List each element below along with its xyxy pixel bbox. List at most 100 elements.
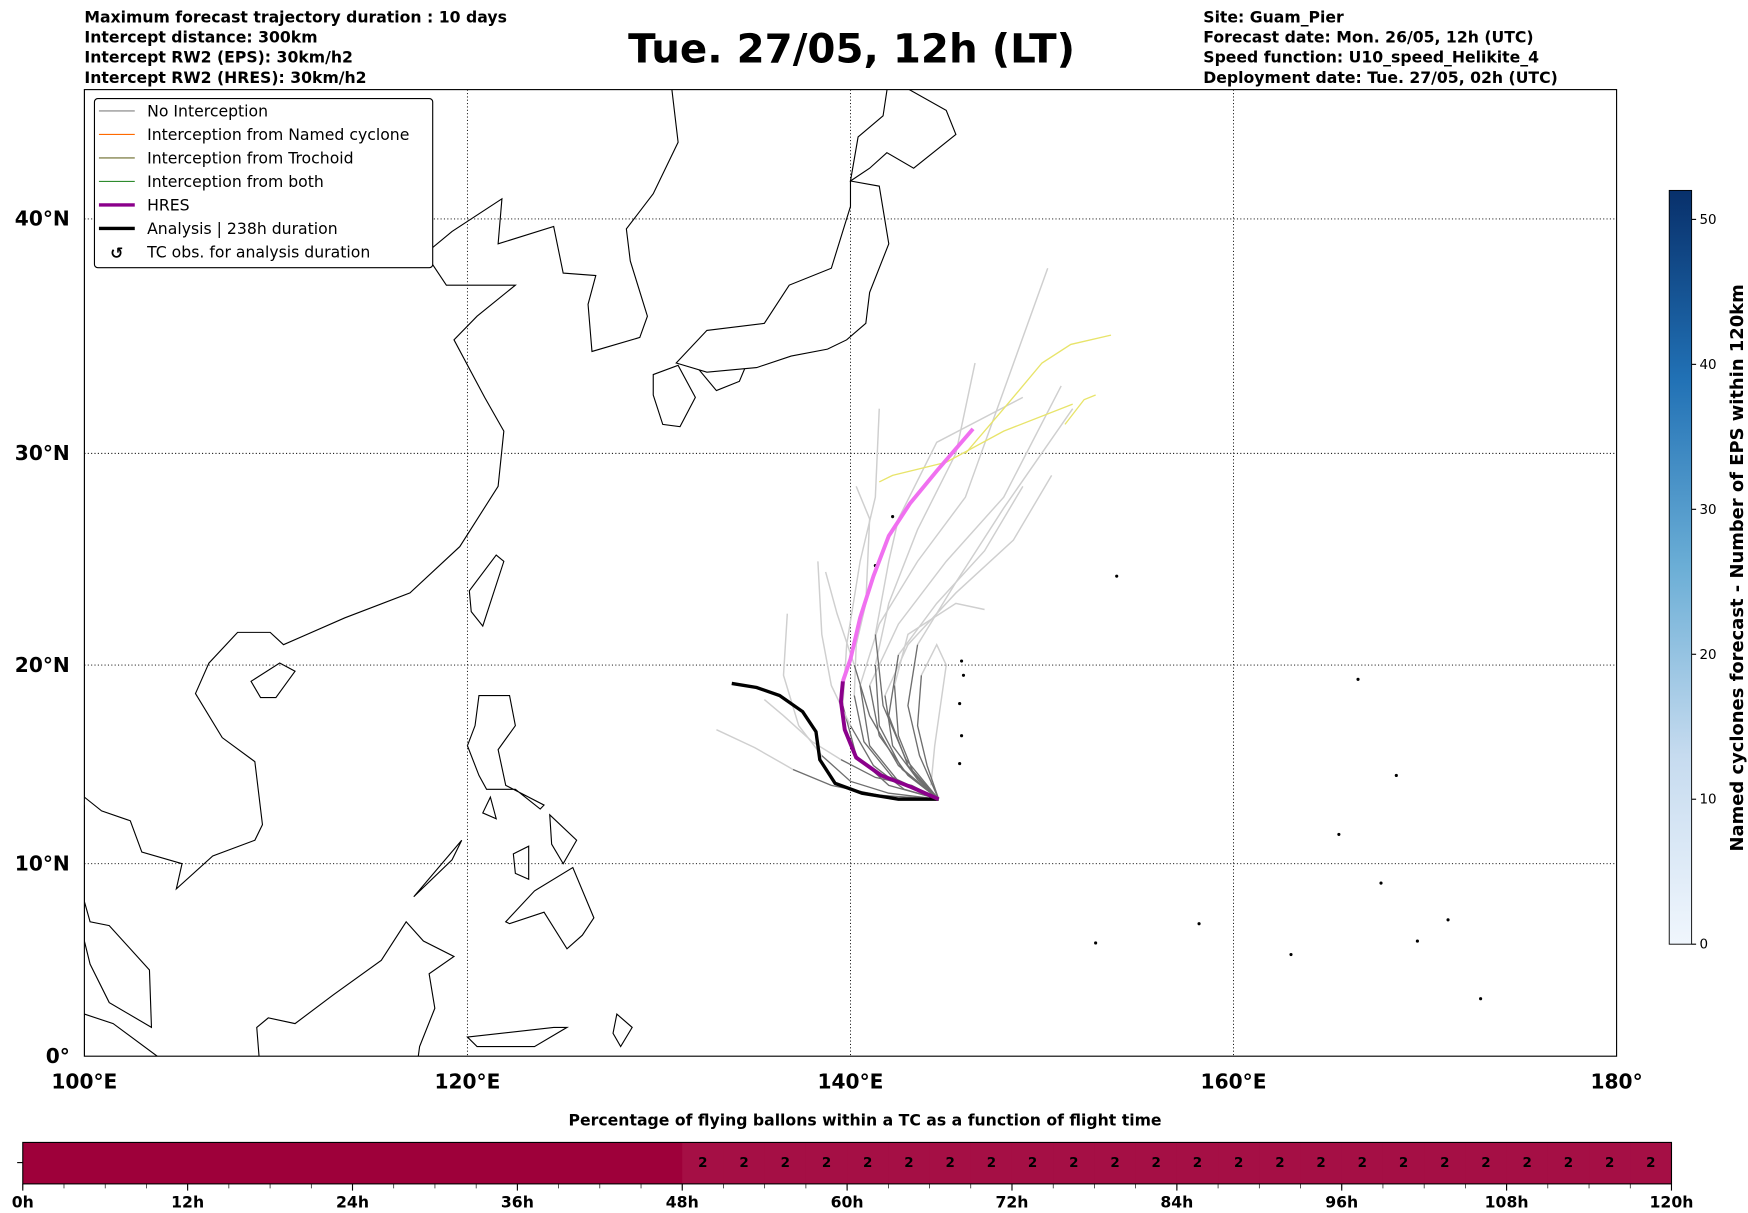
colorbar-tick-label: 30: [1699, 503, 1716, 518]
bar-cell: [1300, 1142, 1343, 1184]
legend-label: Analysis | 238h duration: [147, 219, 338, 238]
bar-cell: [393, 1142, 436, 1184]
bar-cell: [105, 1142, 147, 1184]
header-right: Site: Guam_Pier Forecast date: Mon. 26/0…: [1203, 7, 1558, 86]
coastline: [84, 805, 153, 1029]
colorbar-scale: [1668, 189, 1693, 945]
bar-tick-label: 48h: [666, 1192, 699, 1211]
colorbar-tick-label: 50: [1699, 213, 1716, 228]
ensemble-track-late: [874, 362, 976, 666]
island: [1337, 832, 1341, 837]
bar-tick-label: 84h: [1160, 1192, 1193, 1211]
bar-cell: [311, 1142, 354, 1184]
coastline: [504, 866, 595, 950]
island: [1415, 939, 1419, 943]
island: [958, 702, 962, 706]
legend-label: Interception from both: [147, 172, 324, 191]
bar-cell: [805, 1142, 848, 1184]
bar-cell: [517, 1142, 560, 1184]
bar-cell: [1547, 1142, 1590, 1184]
coastline: [250, 662, 296, 699]
ensemble-track-late: [916, 408, 1074, 646]
header-left-line: Intercept RW2 (EPS): 30km/h2: [84, 48, 353, 67]
bar-value-label: 2: [1152, 1156, 1161, 1171]
bar-tick-label: 0h: [12, 1192, 34, 1211]
bar-cell: [682, 1142, 725, 1184]
y-tick-label: 10°N: [15, 851, 70, 875]
bar-cell: [270, 1142, 312, 1184]
colorbar-tick-label: 0: [1699, 938, 1708, 953]
ensemble-track-late: [920, 643, 947, 786]
y-tick-label: 20°N: [15, 653, 70, 677]
analysis-track: [731, 681, 939, 801]
trajectories: [716, 268, 1112, 801]
colorbar-tick-label: 20: [1699, 648, 1716, 663]
bar-cell: [847, 1142, 889, 1184]
colorbar-label: Named cyclones forecast - Number of EPS …: [1727, 284, 1748, 851]
x-tick-label: 140°E: [818, 1070, 884, 1094]
legend-item: Interception from both: [98, 172, 324, 191]
y-tick-label: 0°: [46, 1044, 70, 1068]
coastline: [256, 920, 456, 1057]
bar-tick-label: 36h: [501, 1192, 534, 1211]
cyclone-symbol-icon: ↺: [110, 244, 123, 263]
island: [959, 659, 964, 663]
legend-label: No Interception: [147, 101, 268, 120]
island: [1197, 922, 1201, 926]
header-left-line: Maximum forecast trajectory duration : 1…: [84, 7, 507, 26]
legend-item: ↺ TC obs. for analysis duration: [110, 243, 370, 263]
bar-value-label: 2: [781, 1156, 790, 1171]
bar-value-label: 2: [1440, 1156, 1449, 1171]
legend-item: Interception from Named cyclone: [98, 125, 409, 144]
bar-value-label: 2: [1399, 1156, 1408, 1171]
island: [958, 762, 962, 766]
colorbar: 0 10 20 30 40 50 Named cyclones forecast - Nu…: [1668, 189, 1748, 953]
bar-value-label: 2: [822, 1156, 831, 1171]
bar-cell: [352, 1142, 395, 1184]
ensemble-track-late: [897, 485, 1024, 656]
bar-cell: [1506, 1142, 1549, 1184]
bar-cell: [558, 1142, 601, 1184]
y-axis-ticks: 0° 10°N 20°N 30°N 40°N: [15, 207, 70, 1068]
x-axis-ticks: 100°E 120°E 140°E 160°E 180°: [51, 1070, 1642, 1094]
legend-label: TC obs. for analysis duration: [146, 243, 370, 262]
x-tick-label: 180°: [1591, 1070, 1643, 1094]
legend-box: [93, 98, 434, 269]
map-frame: [83, 89, 1618, 1057]
coastline: [466, 1026, 570, 1048]
island: [1479, 997, 1483, 1001]
island: [1115, 574, 1119, 578]
bar-cell: [723, 1142, 766, 1184]
legend-label: Interception from Trochoid: [147, 149, 354, 168]
legend-item: HRES: [98, 196, 190, 215]
coastlines: [84, 89, 1483, 1057]
bar-value-label: 2: [1069, 1156, 1078, 1171]
bar-cell: [1259, 1142, 1302, 1184]
colorbar-tick-label: 40: [1699, 358, 1716, 373]
bar-cell: [764, 1142, 807, 1184]
legend-item: Interception from Trochoid: [98, 149, 354, 168]
coastline: [84, 89, 679, 891]
bar-value-label: 2: [1358, 1156, 1367, 1171]
bar-value-label: 2: [1523, 1156, 1532, 1171]
header-right-line: Deployment date: Tue. 27/05, 02h (UTC): [1203, 68, 1558, 87]
ensemble-track-late: [763, 699, 842, 761]
bar-value-label: 2: [1028, 1156, 1037, 1171]
legend-label: HRES: [147, 196, 190, 215]
island: [1094, 941, 1098, 945]
header-right-line: Forecast date: Mon. 26/05, 12h (UTC): [1203, 28, 1533, 47]
ensemble-track-early: [821, 755, 939, 800]
bar-tick-label: 24h: [336, 1192, 369, 1211]
bar-title: Percentage of flying ballons within a TC…: [569, 1111, 1162, 1130]
x-tick-label: 160°E: [1201, 1070, 1267, 1094]
legend-item: No Interception: [98, 101, 268, 120]
bar-cell: [187, 1142, 230, 1184]
bar-cell: [599, 1142, 642, 1184]
coastline: [675, 180, 890, 373]
bar-value-label: 2: [945, 1156, 954, 1171]
bar-value-label: 2: [987, 1156, 996, 1171]
bar-tick-label: 72h: [996, 1192, 1029, 1211]
header-right-line: Site: Guam_Pier: [1203, 7, 1344, 26]
legend-label: Interception from Named cyclone: [147, 125, 409, 144]
